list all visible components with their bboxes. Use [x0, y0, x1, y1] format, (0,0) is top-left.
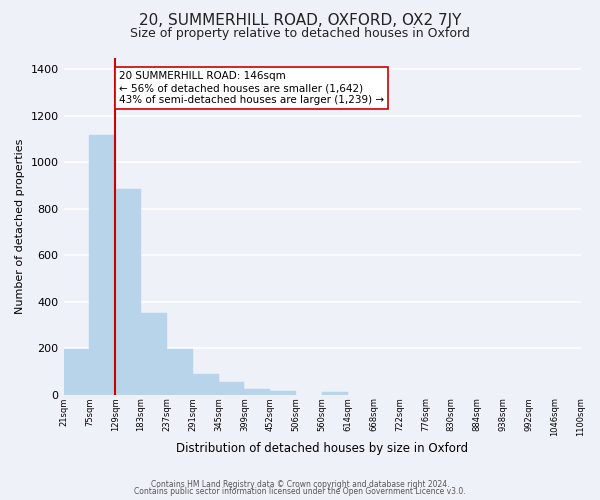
Text: Contains public sector information licensed under the Open Government Licence v3: Contains public sector information licen…	[134, 488, 466, 496]
Bar	[193, 374, 218, 394]
Text: 20, SUMMERHILL ROAD, OXFORD, OX2 7JY: 20, SUMMERHILL ROAD, OXFORD, OX2 7JY	[139, 12, 461, 28]
Bar	[244, 389, 271, 394]
Text: Size of property relative to detached houses in Oxford: Size of property relative to detached ho…	[130, 28, 470, 40]
Bar	[89, 136, 115, 394]
Bar	[64, 350, 89, 395]
Bar	[271, 391, 296, 394]
Bar	[218, 382, 244, 394]
Bar	[167, 350, 193, 395]
Bar	[322, 392, 348, 394]
X-axis label: Distribution of detached houses by size in Oxford: Distribution of detached houses by size …	[176, 442, 468, 455]
Text: Contains HM Land Registry data © Crown copyright and database right 2024.: Contains HM Land Registry data © Crown c…	[151, 480, 449, 489]
Y-axis label: Number of detached properties: Number of detached properties	[15, 138, 25, 314]
Bar	[141, 314, 167, 394]
Text: 20 SUMMERHILL ROAD: 146sqm
← 56% of detached houses are smaller (1,642)
43% of s: 20 SUMMERHILL ROAD: 146sqm ← 56% of deta…	[119, 72, 384, 104]
Bar	[115, 189, 141, 394]
